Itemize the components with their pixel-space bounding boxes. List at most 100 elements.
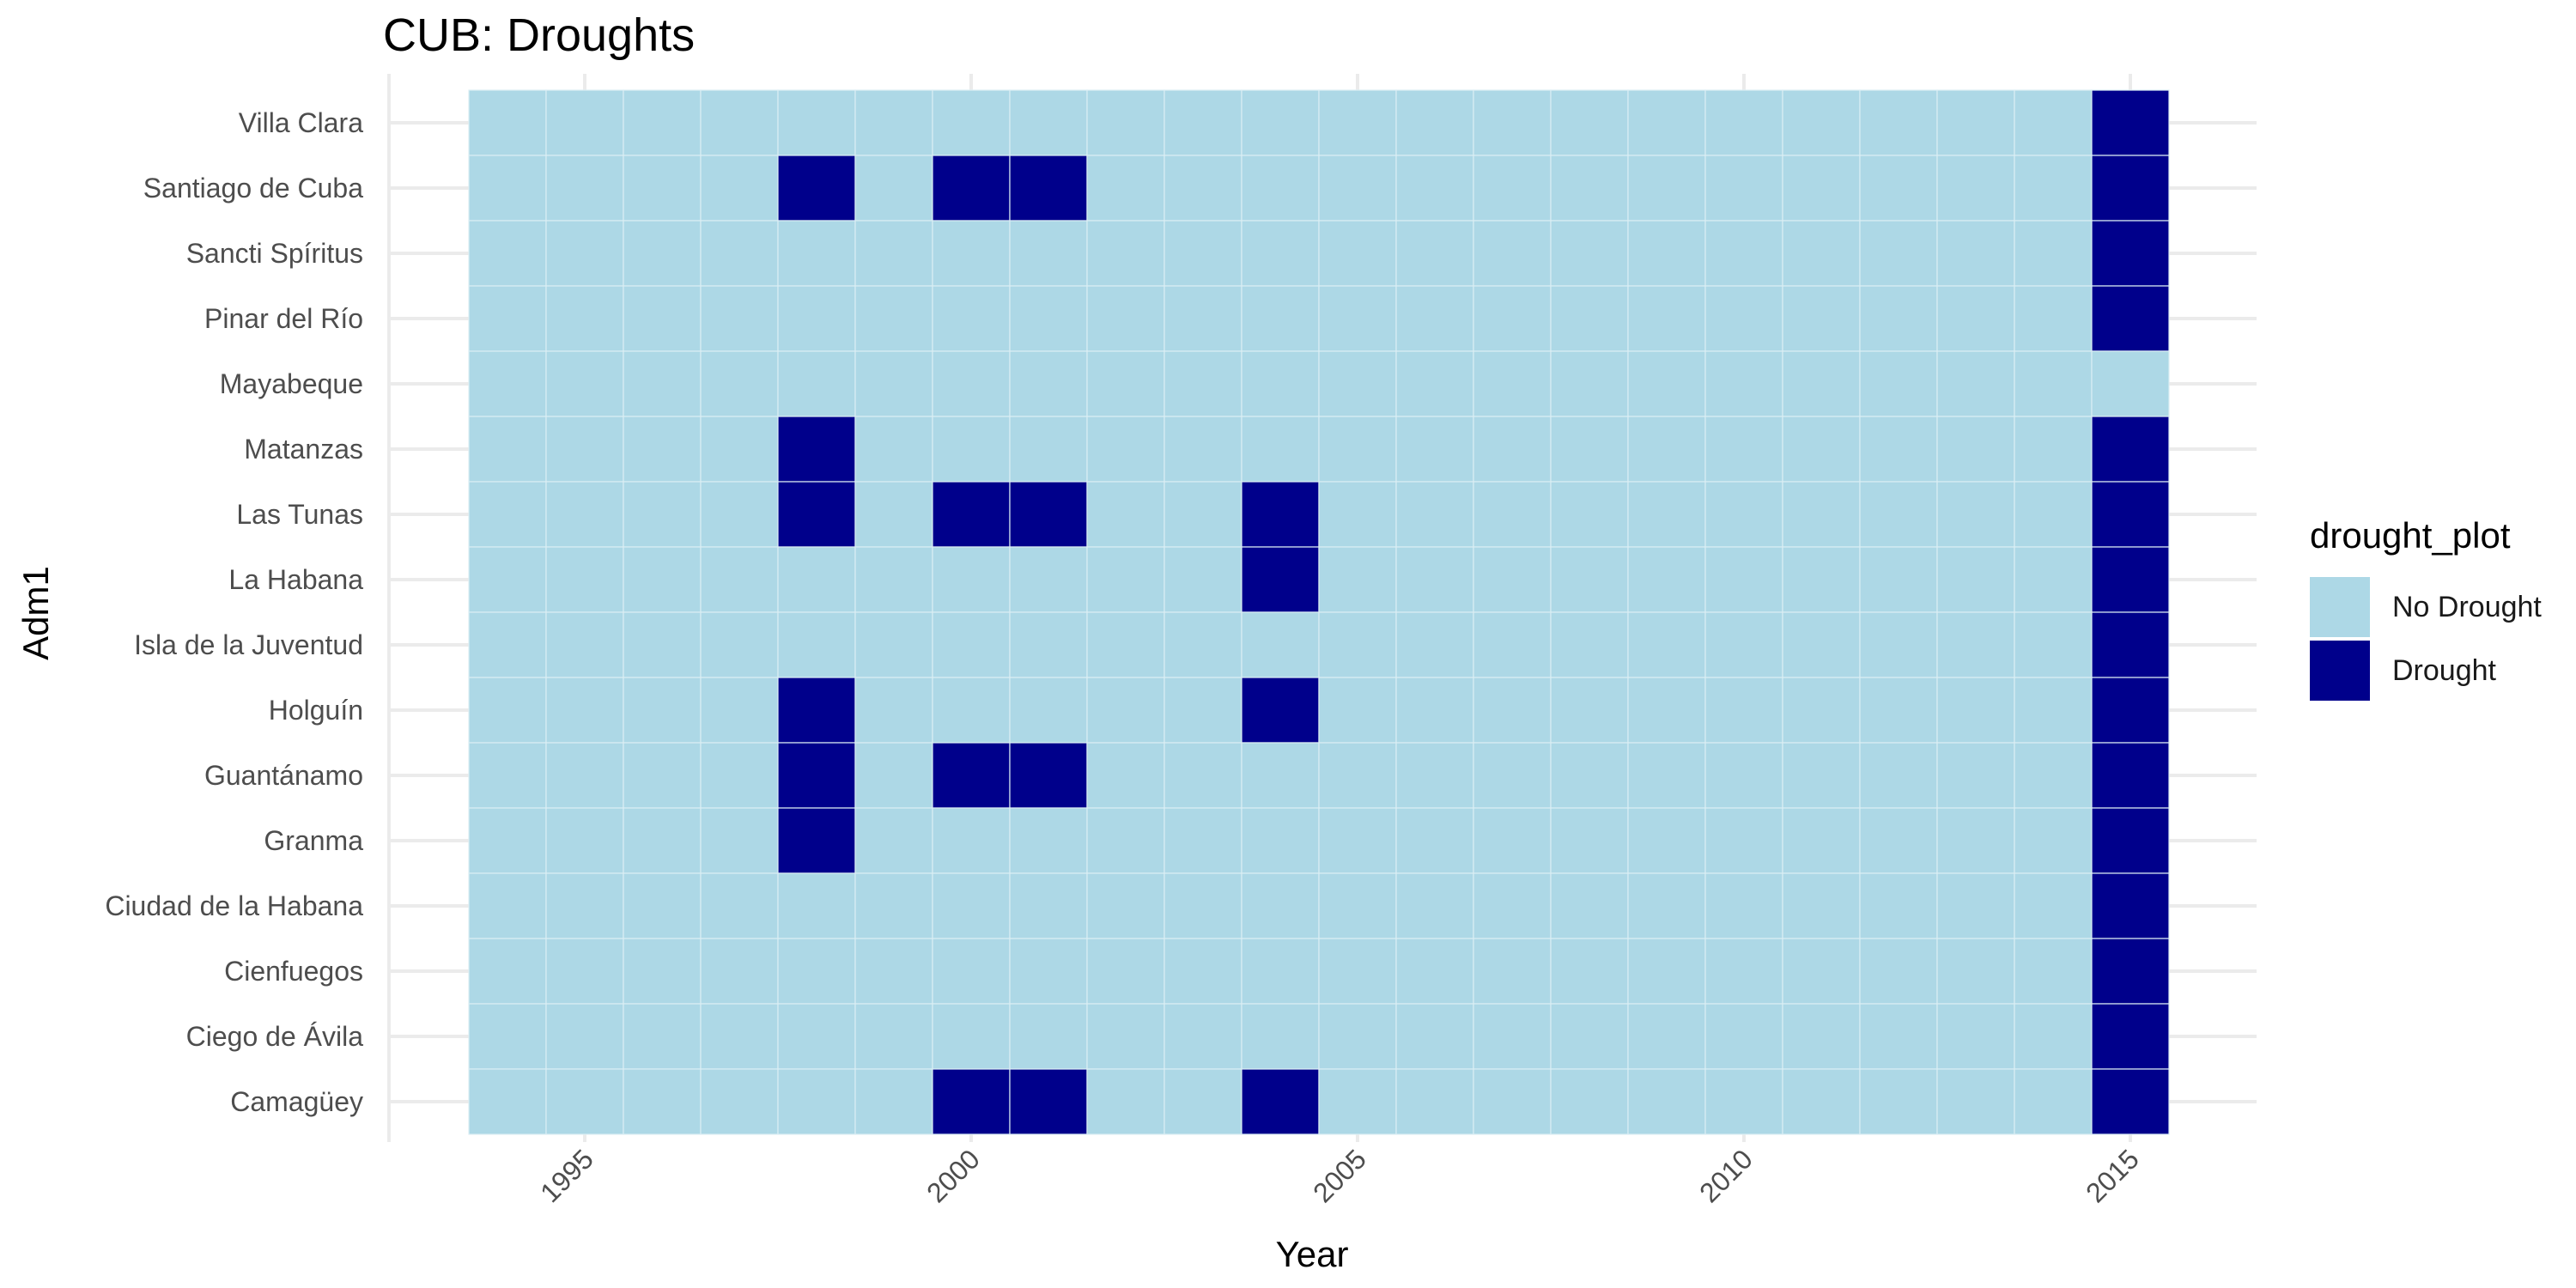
- no-drought-cell: [1704, 677, 1783, 744]
- no-drought-cell: [1009, 220, 1088, 287]
- no-drought-cell: [1550, 546, 1629, 613]
- drought-cell: [2091, 742, 2170, 809]
- no-drought-cell: [932, 807, 1011, 874]
- no-drought-cell: [545, 350, 624, 417]
- no-drought-cell: [1704, 872, 1783, 939]
- no-drought-cell: [1627, 89, 1706, 156]
- drought-cell: [777, 807, 856, 874]
- no-drought-cell: [1318, 872, 1397, 939]
- no-drought-cell: [1318, 220, 1397, 287]
- no-drought-cell: [1009, 285, 1088, 352]
- no-drought-cell: [2014, 350, 2093, 417]
- drought-cell: [777, 155, 856, 222]
- no-drought-cell: [1395, 1003, 1474, 1070]
- no-drought-cell: [1086, 481, 1165, 548]
- no-drought-cell: [1473, 416, 1552, 483]
- chart-title: CUB: Droughts: [383, 9, 696, 61]
- no-drought-cell: [2014, 481, 2093, 548]
- no-drought-cell: [1395, 742, 1474, 809]
- no-drought-cell: [1395, 220, 1474, 287]
- no-drought-cell: [623, 1068, 702, 1135]
- no-drought-cell: [1241, 285, 1320, 352]
- no-drought-cell: [1936, 807, 2015, 874]
- no-drought-cell: [700, 611, 779, 678]
- no-drought-cell: [932, 350, 1011, 417]
- no-drought-cell: [1782, 481, 1861, 548]
- heatmap-cells: [468, 89, 2170, 1135]
- drought-cell: [2091, 677, 2170, 744]
- no-drought-cell: [1163, 350, 1242, 417]
- no-drought-cell: [1782, 285, 1861, 352]
- no-drought-cell: [1318, 416, 1397, 483]
- y-tick-label: Sancti Spíritus: [186, 238, 363, 269]
- no-drought-cell: [2014, 611, 2093, 678]
- no-drought-cell: [1163, 938, 1242, 1005]
- drought-cell: [2091, 481, 2170, 548]
- no-drought-cell: [1473, 611, 1552, 678]
- no-drought-cell: [1086, 938, 1165, 1005]
- no-drought-cell: [1473, 807, 1552, 874]
- no-drought-cell: [854, 1068, 933, 1135]
- no-drought-cell: [1163, 220, 1242, 287]
- no-drought-cell: [1473, 677, 1552, 744]
- no-drought-cell: [1241, 220, 1320, 287]
- y-tick-label: Camagüey: [230, 1086, 363, 1117]
- no-drought-cell: [1782, 155, 1861, 222]
- no-drought-cell: [700, 546, 779, 613]
- no-drought-cell: [1936, 1068, 2015, 1135]
- y-tick-label: Matanzas: [244, 434, 363, 465]
- no-drought-cell: [1782, 807, 1861, 874]
- no-drought-cell: [1704, 546, 1783, 613]
- no-drought-cell: [623, 1003, 702, 1070]
- no-drought-cell: [1163, 89, 1242, 156]
- no-drought-cell: [2014, 220, 2093, 287]
- no-drought-cell: [932, 677, 1011, 744]
- no-drought-cell: [1627, 481, 1706, 548]
- no-drought-cell: [700, 1003, 779, 1070]
- drought-cell: [1009, 742, 1088, 809]
- no-drought-cell: [1704, 938, 1783, 1005]
- drought-cell: [1241, 1068, 1320, 1135]
- no-drought-cell: [468, 89, 547, 156]
- no-drought-cell: [1627, 416, 1706, 483]
- no-drought-cell: [1936, 481, 2015, 548]
- no-drought-cell: [1550, 416, 1629, 483]
- y-tick-label: Guantánamo: [204, 760, 363, 791]
- y-tick-label: Villa Clara: [239, 107, 363, 138]
- legend: drought_plot No Drought Drought: [2310, 515, 2542, 702]
- no-drought-cell: [1473, 350, 1552, 417]
- no-drought-cell: [1550, 481, 1629, 548]
- no-drought-cell: [545, 89, 624, 156]
- no-drought-cell: [623, 220, 702, 287]
- no-drought-cell: [1550, 1068, 1629, 1135]
- no-drought-cell: [1704, 1068, 1783, 1135]
- no-drought-cell: [1241, 872, 1320, 939]
- no-drought-cell: [1782, 742, 1861, 809]
- no-drought-cell: [700, 220, 779, 287]
- no-drought-cell: [700, 285, 779, 352]
- no-drought-cell: [1473, 938, 1552, 1005]
- no-drought-cell: [1936, 89, 2015, 156]
- no-drought-cell: [1859, 807, 1938, 874]
- no-drought-cell: [700, 416, 779, 483]
- no-drought-cell: [1163, 807, 1242, 874]
- no-drought-cell: [1163, 872, 1242, 939]
- no-drought-cell: [545, 938, 624, 1005]
- no-drought-cell: [1395, 807, 1474, 874]
- no-drought-cell: [1859, 872, 1938, 939]
- no-drought-cell: [1704, 416, 1783, 483]
- no-drought-cell: [1704, 481, 1783, 548]
- no-drought-cell: [1627, 155, 1706, 222]
- no-drought-cell: [1782, 350, 1861, 417]
- no-drought-cell: [1395, 89, 1474, 156]
- no-drought-cell: [1086, 807, 1165, 874]
- no-drought-cell: [2014, 807, 2093, 874]
- no-drought-cell: [700, 938, 779, 1005]
- no-drought-cell: [1318, 807, 1397, 874]
- no-drought-cell: [1859, 938, 1938, 1005]
- no-drought-cell: [468, 285, 547, 352]
- no-drought-cell: [1550, 742, 1629, 809]
- x-tick-label: 2000: [920, 1143, 986, 1208]
- no-drought-cell: [777, 611, 856, 678]
- no-drought-cell: [545, 872, 624, 939]
